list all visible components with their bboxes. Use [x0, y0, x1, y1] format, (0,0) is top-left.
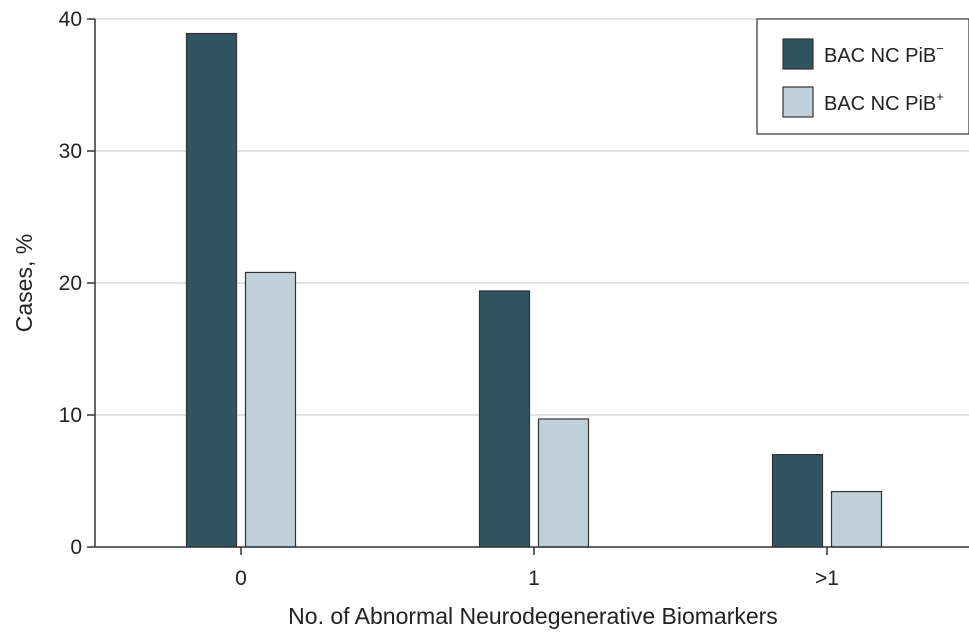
legend-swatch-1: [782, 86, 814, 118]
bar-series0-2: [771, 454, 824, 548]
x-axis-title: No. of Abnormal Neurodegenerative Biomar…: [288, 603, 778, 629]
y-tick-label: 30: [59, 140, 82, 163]
y-tick-label: 10: [59, 404, 82, 427]
legend-label-text: BAC NC PiB: [824, 45, 936, 67]
legend: BAC NC PiB−BAC NC PiB+: [756, 18, 969, 135]
legend-label-0: BAC NC PiB−: [824, 41, 944, 67]
y-tick-label: 40: [59, 8, 82, 31]
legend-label-superscript: −: [936, 41, 944, 56]
y-tick-label: 0: [70, 536, 82, 559]
bar-series1-0: [244, 271, 297, 548]
x-tick-label: 1: [528, 567, 540, 590]
bar-series1-1: [537, 418, 590, 548]
tick-labels: 0 10 20 30 40 0 1 >1: [59, 8, 839, 590]
legend-label-1: BAC NC PiB+: [824, 89, 944, 115]
axes: [87, 18, 969, 555]
x-tick-label: >1: [815, 567, 839, 590]
bar-series1-2: [830, 490, 883, 548]
y-axis-title: Cases, %: [11, 234, 37, 332]
legend-label-superscript: +: [936, 89, 944, 104]
legend-swatch-0: [782, 38, 814, 70]
y-tick-label: 20: [59, 272, 82, 295]
bar-series0-1: [478, 290, 531, 548]
x-tick-label: 0: [235, 567, 247, 590]
bar-series0-0: [185, 32, 238, 548]
legend-label-text: BAC NC PiB: [824, 93, 936, 115]
